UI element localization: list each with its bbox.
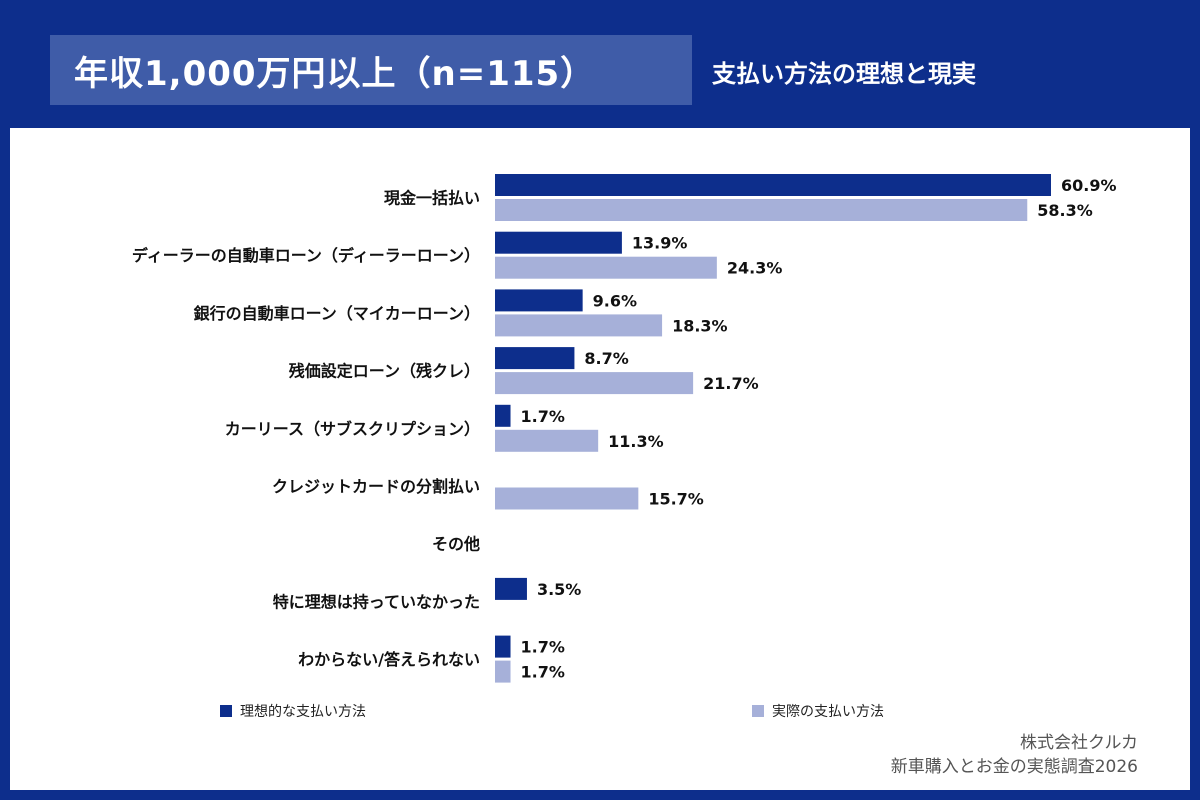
category-label: わからない/答えられない xyxy=(298,650,480,669)
bar-ideal xyxy=(495,174,1051,196)
bar-ideal xyxy=(495,231,622,254)
category-label: 現金一括払い xyxy=(384,189,480,208)
data-label: 18.3% xyxy=(672,316,728,335)
chart-subtitle: 支払い方法の理想と現実 xyxy=(712,60,976,88)
data-label: 11.3% xyxy=(608,432,664,451)
legend-label-ideal: 理想的な支払い方法 xyxy=(240,704,366,720)
bar-ideal xyxy=(495,635,511,658)
data-label: 9.6% xyxy=(593,291,637,310)
category-label: 特に理想は持っていなかった xyxy=(273,592,480,611)
bar-chart: 現金一括払い 60.9% 58.3% ディーラーの自動車ローン（ディーラーローン） 13… xyxy=(132,174,1117,683)
legend-swatch-ideal xyxy=(220,705,232,717)
bar-actual xyxy=(495,256,717,279)
data-label: 24.3% xyxy=(727,259,783,278)
category-label: 銀行の自動車ローン（マイカーローン） xyxy=(194,304,480,323)
bar-ideal xyxy=(495,577,527,600)
bar-actual xyxy=(495,314,663,337)
data-label: 1.7% xyxy=(521,638,565,657)
chart-panel: 現金一括払い 60.9% 58.3% ディーラーの自動車ローン（ディーラーローン） 13… xyxy=(10,128,1190,790)
data-label: 1.7% xyxy=(521,407,565,426)
category-label: その他 xyxy=(432,535,480,554)
data-label: 58.3% xyxy=(1037,201,1093,220)
bar-ideal xyxy=(495,347,575,370)
company-credit: 株式会社クルカ xyxy=(1020,733,1138,753)
bar-ideal xyxy=(495,289,583,312)
survey-credit: 新車購入とお金の実態調査2026 xyxy=(890,757,1138,777)
category-label: 残価設定ローン（残クレ） xyxy=(289,362,480,381)
bar-actual xyxy=(495,429,599,452)
bar-actual xyxy=(495,660,511,683)
legend-label-actual: 実際の支払い方法 xyxy=(772,704,884,720)
category-label: ディーラーの自動車ローン（ディーラーローン） xyxy=(132,246,480,265)
category-label: カーリース（サブスクリプション） xyxy=(225,419,480,438)
category-label: クレジットカードの分割払い xyxy=(272,477,480,496)
data-label: 8.7% xyxy=(584,349,628,368)
legend-item-ideal: 理想的な支払い方法 xyxy=(220,701,366,721)
data-label: 15.7% xyxy=(648,490,704,509)
data-label: 21.7% xyxy=(703,374,759,393)
bar-ideal xyxy=(495,404,511,427)
legend-item-actual: 実際の支払い方法 xyxy=(752,701,884,721)
data-label: 1.7% xyxy=(521,663,565,682)
legend-swatch-actual xyxy=(752,705,764,717)
title-box: 年収1,000万円以上（n=115） xyxy=(50,35,692,105)
data-label: 3.5% xyxy=(537,580,581,599)
data-label: 13.9% xyxy=(632,234,688,253)
page-title: 年収1,000万円以上（n=115） xyxy=(74,53,596,94)
bar-actual xyxy=(495,487,639,510)
data-label: 60.9% xyxy=(1061,176,1117,195)
bar-actual xyxy=(495,372,694,395)
bar-actual xyxy=(495,199,1028,221)
